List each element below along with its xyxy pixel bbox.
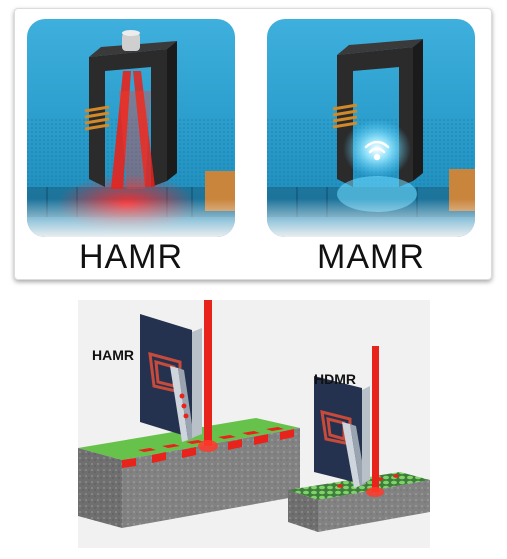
recorded-bits bbox=[122, 427, 294, 468]
hamr-hdmr-graphic: HAMR HDMR bbox=[78, 300, 430, 532]
laser-cap bbox=[122, 33, 140, 51]
laser-beam bbox=[372, 346, 379, 492]
mamr-illustration bbox=[267, 19, 475, 237]
laser-beam bbox=[204, 300, 212, 446]
hamr-write-head bbox=[89, 30, 177, 187]
hamr-head-assembly bbox=[140, 300, 218, 452]
coil bbox=[332, 103, 358, 129]
comparison-card: HAMR bbox=[14, 8, 492, 280]
laser-spot bbox=[366, 487, 384, 497]
coil bbox=[84, 105, 110, 131]
hamr-illustration-graphic bbox=[27, 19, 235, 237]
hdmr-figure-label: HDMR bbox=[314, 371, 356, 387]
hamr-illustration bbox=[27, 19, 235, 237]
mamr-illustration-graphic bbox=[267, 19, 475, 237]
laser-spot bbox=[198, 440, 218, 452]
hamr-label: HAMR bbox=[78, 238, 184, 276]
laser-beams bbox=[111, 71, 155, 189]
floor-reflection bbox=[267, 199, 475, 237]
hamr-hdmr-figure: HAMR HDMR bbox=[78, 300, 430, 548]
floor-reflection bbox=[27, 199, 235, 237]
wifi-wave-icon bbox=[364, 140, 390, 161]
mamr-label: MAMR bbox=[317, 238, 425, 276]
hamr-figure-label: HAMR bbox=[92, 347, 134, 363]
hdmr-head-assembly bbox=[314, 346, 384, 497]
